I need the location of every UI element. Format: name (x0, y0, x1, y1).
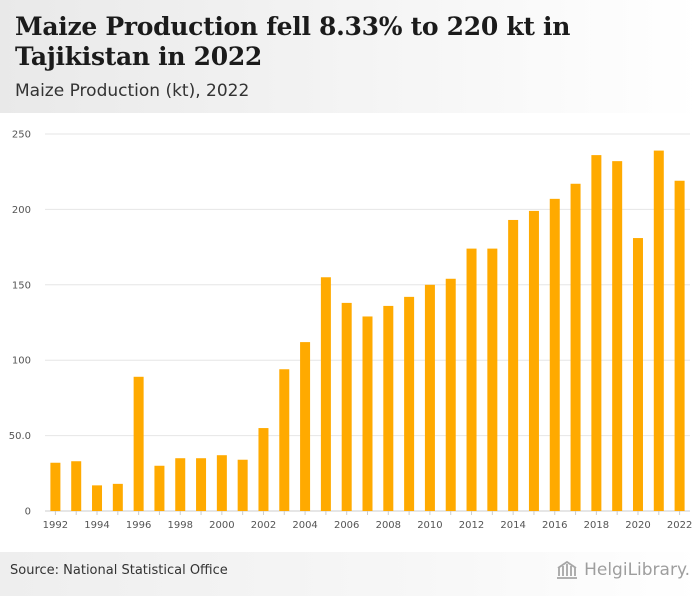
bar-1992 (50, 462, 61, 511)
x-tick-label: 2002 (251, 520, 276, 531)
bar-2005 (320, 277, 331, 511)
x-tick-label: 2006 (334, 520, 359, 531)
x-tick-label: 2022 (667, 520, 692, 531)
bar-2011 (445, 278, 456, 511)
x-tick-label: 2016 (542, 520, 567, 531)
plot-area: 0 50.0 100 150 200 250 1992 1994 1996 1998 2000 200… (0, 118, 700, 543)
x-tick-label: 2020 (625, 520, 650, 531)
bar-1999 (196, 458, 207, 511)
bar-1996 (133, 376, 144, 511)
bar-1998 (175, 458, 186, 511)
bar-1997 (154, 465, 165, 511)
bar-1995 (112, 483, 123, 511)
chart-title: Maize Production fell 8.33% to 220 kt in… (15, 12, 571, 71)
helgi-library-logo: HelgiLibrary. (555, 560, 690, 580)
bar-2001 (237, 459, 248, 511)
bar-2008 (383, 305, 394, 511)
bar-2007 (362, 316, 373, 511)
chart-subtitle: Maize Production (kt), 2022 (15, 81, 250, 101)
x-tick-label: 2018 (584, 520, 609, 531)
bar-2021 (653, 150, 664, 511)
source-note: Source: National Statistical Office (10, 563, 228, 578)
bar-2010 (424, 284, 435, 511)
x-tick-label: 1996 (126, 520, 151, 531)
x-tick-label: 2000 (209, 520, 234, 531)
bar-2018 (591, 155, 602, 511)
bar-2004 (300, 342, 311, 511)
y-tick-label: 150 (12, 280, 31, 291)
x-tick-label: 1994 (84, 520, 109, 531)
library-building-icon (557, 560, 578, 579)
logo-text: HelgiLibrary. (584, 560, 690, 580)
bar-2014 (508, 219, 519, 511)
bar-2020 (632, 238, 643, 511)
bar-2022 (674, 180, 685, 512)
y-tick-label: 200 (12, 205, 31, 216)
x-tick-label: 2012 (459, 520, 484, 531)
y-tick-label: 100 (12, 356, 31, 367)
x-tick-label: 2014 (500, 520, 525, 531)
bar-2012 (466, 248, 477, 511)
bar-1994 (92, 485, 103, 511)
y-tick-label: 50.0 (9, 431, 31, 442)
bar-chart: 0 50.0 100 150 200 250 1992 1994 1996 1998 2000 200… (9, 130, 693, 532)
y-tick-label: 0 (25, 507, 31, 518)
bar-2019 (612, 161, 623, 512)
x-tick-label: 1992 (43, 520, 68, 531)
bar-1993 (71, 461, 82, 511)
bar-2000 (216, 455, 227, 511)
x-tick-label: 2004 (292, 520, 317, 531)
bar-2006 (341, 302, 352, 511)
bar-2013 (487, 248, 498, 511)
bar-2017 (570, 183, 581, 511)
bar-2016 (549, 198, 560, 511)
footer: Source: National Statistical Office Helg… (0, 552, 700, 596)
x-tick-label: 1998 (168, 520, 193, 531)
bar-2015 (528, 210, 539, 511)
bar-2009 (404, 296, 415, 511)
x-tick-label: 2010 (417, 520, 442, 531)
y-tick-label: 250 (12, 130, 31, 141)
bar-2003 (279, 369, 290, 511)
bar-2002 (258, 428, 269, 511)
header: Maize Production fell 8.33% to 220 kt in… (0, 0, 700, 113)
x-tick-label: 2008 (376, 520, 401, 531)
